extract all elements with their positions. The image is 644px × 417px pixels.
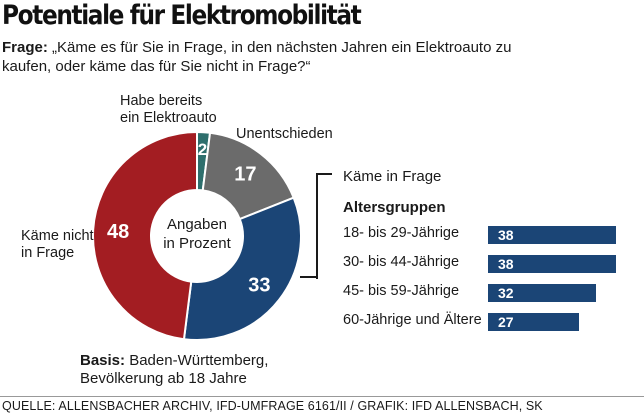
- basis-note: Basis: Baden-Württemberg, Bevölkerung ab…: [80, 352, 268, 388]
- question-label: Frage:: [2, 39, 48, 56]
- donut-slice-1: [201, 131, 295, 221]
- bracket-connector: [300, 276, 318, 278]
- age-group-bar: 38: [488, 255, 616, 273]
- age-groups-title: Altersgruppen: [343, 199, 446, 216]
- donut-value-1: 17: [234, 164, 256, 186]
- donut-value-0: 2: [198, 140, 207, 159]
- age-group-value: 38: [498, 227, 514, 243]
- question-text: Frage: „Käme es für Sie in Frage, in den…: [2, 38, 522, 76]
- source-note: QUELLE: ALLENSBACHER ARCHIV, IFD-UMFRAGE…: [2, 399, 543, 413]
- slice-label-line-1: Käme nicht: [21, 228, 94, 244]
- slice-label-habe-bereits: Habe bereits ein Elektroauto: [120, 93, 217, 127]
- qualifier-label: Käme in Frage: [343, 168, 442, 185]
- donut-value-3: 48: [107, 221, 129, 243]
- slice-label-line-1: Habe bereits: [120, 93, 203, 109]
- basis-line1: Baden-Württemberg,: [129, 352, 269, 369]
- age-group-bar: 32: [488, 284, 596, 302]
- donut-slice-2: [182, 196, 302, 341]
- age-group-value: 27: [498, 314, 514, 330]
- age-group-value: 32: [498, 285, 514, 301]
- slice-label-line-2: ein Elektroauto: [120, 110, 217, 126]
- slice-label-kaeme-nicht: Käme nicht in Frage: [21, 228, 121, 262]
- center-label-line1: Angaben: [166, 216, 228, 233]
- age-group-bar: 27: [488, 313, 579, 331]
- age-group-bar: 38: [488, 226, 616, 244]
- footer-divider: [0, 396, 644, 397]
- age-group-label: 60-Jährige und Ältere: [343, 312, 482, 328]
- donut-value-2: 33: [248, 274, 270, 296]
- question-body: „Käme es für Sie in Frage, in den nächst…: [2, 39, 512, 75]
- basis-line2: Bevölkerung ab 18 Jahre: [80, 370, 247, 387]
- page-title: Potentiale für Elektromobilität: [2, 0, 362, 31]
- slice-label-line-2: in Frage: [21, 245, 75, 261]
- age-group-value: 38: [498, 256, 514, 272]
- age-group-label: 30- bis 44-Jährige: [343, 254, 460, 270]
- donut-slice-3: [92, 130, 198, 341]
- age-group-label: 45- bis 59-Jährige: [343, 283, 460, 299]
- basis-label: Basis:: [80, 352, 126, 369]
- center-label: Angaben in Prozent: [154, 215, 240, 253]
- age-group-label: 18- bis 29-Jährige: [343, 225, 460, 241]
- center-label-line2: in Prozent: [163, 235, 231, 252]
- bracket: [316, 173, 332, 279]
- slice-label-unentschieden: Unentschieden: [236, 126, 333, 142]
